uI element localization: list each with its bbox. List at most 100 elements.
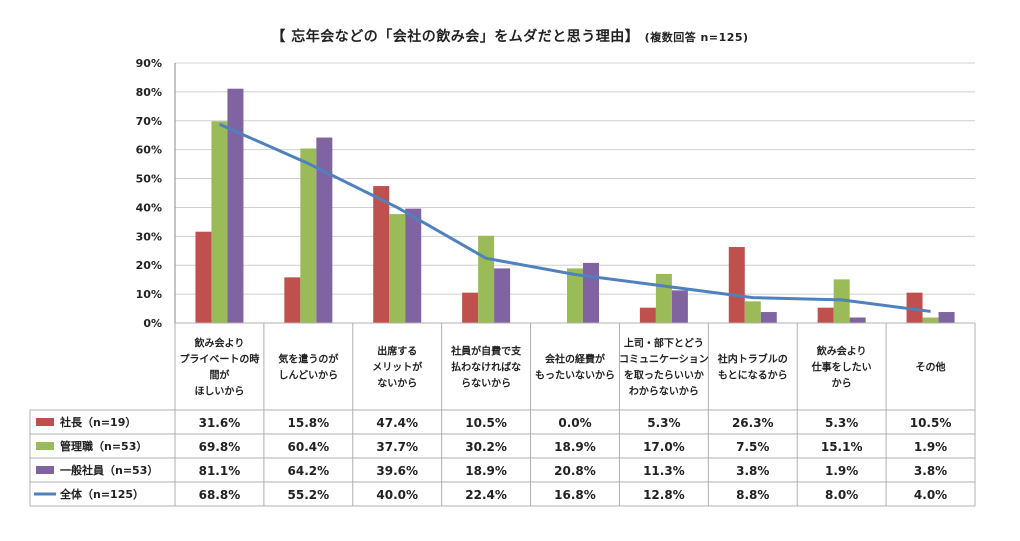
data-label: 3.8% bbox=[736, 464, 769, 478]
data-label: 5.3% bbox=[647, 416, 680, 430]
y-tick-label: 20% bbox=[136, 259, 162, 272]
bar bbox=[671, 290, 688, 323]
data-label: 22.4% bbox=[465, 488, 507, 502]
bar bbox=[849, 317, 866, 323]
line-series bbox=[218, 122, 931, 313]
category-label: その他 bbox=[916, 361, 946, 374]
bar bbox=[583, 262, 599, 323]
data-label: 18.9% bbox=[465, 464, 507, 478]
legend-swatch bbox=[36, 418, 54, 426]
bar bbox=[462, 292, 479, 323]
category-label: 社内トラブルのもとになるから bbox=[717, 353, 788, 382]
bar-series bbox=[195, 88, 955, 323]
data-label: 68.8% bbox=[199, 488, 241, 502]
data-label: 10.5% bbox=[465, 416, 507, 430]
data-label: 47.4% bbox=[376, 416, 418, 430]
category-label-line: ほしいから bbox=[194, 386, 244, 398]
category-label: 上司・部下とどうコミュニケーションを取ったらいいかわからないから bbox=[619, 337, 709, 398]
data-label: 4.0% bbox=[914, 488, 947, 502]
bar bbox=[494, 268, 511, 323]
category-label: 社員が自費で支払わなければならないから bbox=[450, 345, 522, 390]
data-label: 20.8% bbox=[554, 464, 596, 478]
data-label: 30.2% bbox=[465, 440, 507, 454]
y-tick-label: 70% bbox=[136, 115, 162, 128]
bar bbox=[655, 273, 672, 323]
category-label-line: ないから bbox=[377, 378, 417, 390]
category-label: 気を遣うのがしんどいから bbox=[277, 353, 339, 382]
chart-subtitle: (複数回答 n=125) bbox=[644, 31, 749, 44]
data-table: 飲み会よりプライベートの時間がほしいから気を遣うのがしんどいから出席するメリット… bbox=[29, 322, 976, 507]
data-label: 17.0% bbox=[643, 440, 685, 454]
legend-label: 全体（n=125） bbox=[59, 487, 144, 501]
data-label: 8.8% bbox=[736, 488, 769, 502]
y-tick-label: 90% bbox=[136, 57, 162, 70]
data-label: 3.8% bbox=[914, 464, 947, 478]
data-label: 10.5% bbox=[910, 416, 952, 430]
category-label-line: しんどいから bbox=[278, 369, 338, 382]
data-label: 16.8% bbox=[554, 488, 596, 502]
bar bbox=[938, 312, 955, 323]
category-label-line: 社内トラブルの bbox=[717, 353, 788, 366]
data-label: 1.9% bbox=[825, 464, 858, 478]
category-label: 飲み会より仕事をしたいから bbox=[811, 345, 872, 390]
category-label-line: 上司・部下とどう bbox=[624, 337, 704, 350]
data-label: 0.0% bbox=[558, 416, 591, 430]
bar bbox=[211, 121, 228, 323]
y-tick-label: 60% bbox=[136, 144, 162, 157]
data-label: 8.0% bbox=[825, 488, 858, 502]
bar bbox=[922, 317, 939, 323]
data-label: 55.2% bbox=[288, 488, 330, 502]
category-label-line: 社員が自費で支 bbox=[450, 345, 522, 358]
y-tick-label: 50% bbox=[136, 173, 162, 186]
data-label: 7.5% bbox=[736, 440, 769, 454]
bar bbox=[227, 88, 244, 323]
data-label: 31.6% bbox=[199, 416, 241, 430]
category-label: 出席するメリットがないから bbox=[372, 345, 423, 390]
bar bbox=[389, 214, 406, 323]
chart-title: 【 忘年会などの「会社の飲み会」をムダだと思う理由】 (複数回答 n=125) bbox=[0, 26, 1020, 46]
category-label-line: 飲み会より bbox=[816, 345, 867, 358]
category-label-line: プライベートの時 bbox=[179, 353, 259, 366]
data-label: 37.7% bbox=[376, 440, 418, 454]
bar bbox=[316, 137, 333, 323]
legend-label: 一般社員（n=53） bbox=[60, 463, 158, 477]
data-label: 64.2% bbox=[288, 464, 330, 478]
legend-label: 管理職（n=53） bbox=[60, 439, 147, 453]
data-label: 40.0% bbox=[376, 488, 418, 502]
data-label: 69.8% bbox=[199, 440, 241, 454]
y-tick-label: 0% bbox=[143, 317, 162, 330]
category-label: 飲み会よりプライベートの時間がほしいから bbox=[179, 337, 259, 398]
category-label-line: 仕事をしたい bbox=[811, 361, 872, 374]
bar bbox=[728, 247, 745, 323]
bar bbox=[817, 307, 834, 323]
category-label-line: わからないから bbox=[629, 386, 699, 398]
legend-swatch bbox=[36, 442, 54, 450]
bar bbox=[300, 148, 317, 323]
category-label-line: を取ったらいいか bbox=[624, 370, 704, 382]
bar bbox=[567, 268, 583, 323]
category-label-line: 払わなければな bbox=[451, 361, 521, 374]
y-tick-label: 30% bbox=[136, 230, 162, 243]
category-label-line: メリットが bbox=[372, 361, 423, 374]
data-label: 18.9% bbox=[554, 440, 596, 454]
data-label: 39.6% bbox=[376, 464, 418, 478]
series-line bbox=[218, 122, 931, 313]
data-label: 5.3% bbox=[825, 416, 858, 430]
category-label-line: 気を遣うのが bbox=[277, 353, 339, 366]
category-label-line: コミュニケーション bbox=[619, 354, 709, 366]
data-label: 26.3% bbox=[732, 416, 774, 430]
category-label-line: 間が bbox=[209, 369, 230, 382]
bar bbox=[373, 186, 390, 323]
category-label-line: もったいないから bbox=[535, 370, 615, 382]
data-label: 1.9% bbox=[914, 440, 947, 454]
category-label-line: もとになるから bbox=[718, 370, 788, 382]
y-tick-label: 80% bbox=[136, 86, 162, 99]
data-label: 11.3% bbox=[643, 464, 685, 478]
bar bbox=[906, 292, 923, 323]
bar bbox=[195, 231, 212, 323]
bar bbox=[760, 312, 777, 323]
y-tick-label: 40% bbox=[136, 201, 162, 214]
data-label: 15.1% bbox=[821, 440, 863, 454]
y-tick-label: 10% bbox=[136, 288, 162, 301]
bar bbox=[478, 235, 495, 323]
